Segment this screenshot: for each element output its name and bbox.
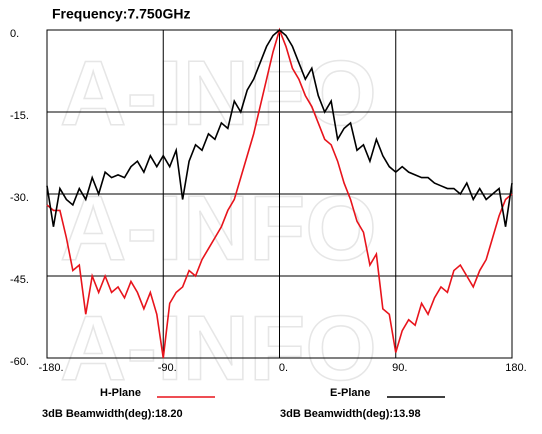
annotation: 3dB Beamwidth(deg):13.98 [280,408,421,420]
x-tick-label: -90. [158,362,177,374]
y-tick-label: 0. [10,28,19,40]
watermark: A-INFO [60,177,377,279]
y-tick-label: -30. [10,192,29,204]
series-line [46,28,513,227]
watermark: A-INFO [60,297,377,399]
x-tick-label: 180. [505,362,526,374]
y-tick-label: -60. [10,356,29,368]
x-tick-label: -180. [38,362,63,374]
legend-label: E-Plane [330,387,370,399]
x-tick-label: 90. [392,362,407,374]
legend-label: H-Plane [100,387,141,399]
y-tick-label: -45. [10,274,29,286]
annotation: 3dB Beamwidth(deg):18.20 [42,408,183,420]
y-tick-label: -15. [10,110,29,122]
chart-title: Frequency:7.750GHz [52,6,191,22]
x-tick-label: 0. [279,362,288,374]
watermark: A-INFO [60,42,377,144]
